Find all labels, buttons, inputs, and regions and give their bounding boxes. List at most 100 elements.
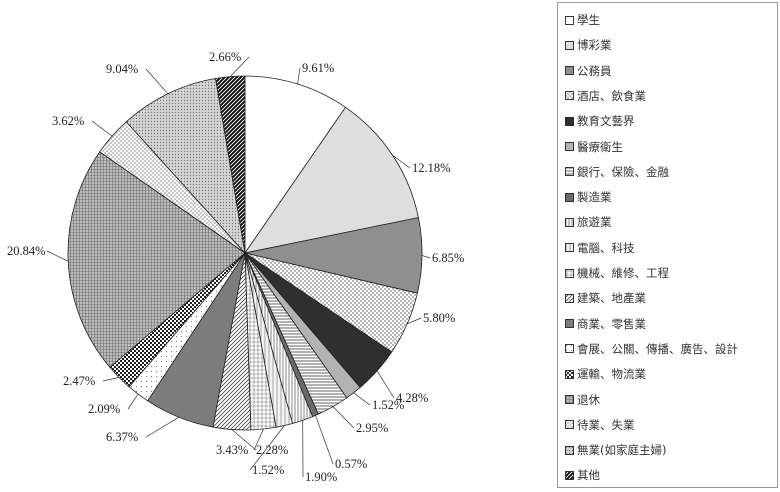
legend-item-6: 醫療衛生	[565, 138, 623, 156]
legend-label: 其他	[577, 468, 600, 483]
leader-line-2	[392, 155, 411, 169]
legend-swatch	[565, 66, 574, 76]
pie-slice-16	[67, 151, 246, 368]
legend-item-12: 建築、地產業	[565, 289, 646, 307]
leader-line-1	[297, 67, 301, 85]
legend-label: 建築、地產業	[577, 291, 646, 306]
legend-item-14: 會展、公關、傳播、廣告、設計	[565, 340, 738, 358]
legend-swatch	[565, 192, 574, 202]
legend-label: 教育文藝界	[577, 114, 635, 129]
leader-line-7	[332, 406, 355, 429]
pie-chart: 9.61%12.18%6.85%5.80%4.28%1.52%2.95%0.57…	[7, 50, 464, 484]
legend-label: 博彩業	[577, 38, 612, 53]
legend-item-16: 退休	[565, 391, 600, 409]
data-label-13: 6.37%	[106, 430, 138, 444]
legend-swatch	[565, 344, 574, 354]
legend-label: 無業(如家庭主婦)	[577, 443, 667, 458]
legend-swatch	[565, 217, 574, 227]
legend-label: 公務員	[577, 63, 612, 78]
legend-label: 機械、維修、工程	[577, 266, 669, 280]
leader-line-12	[231, 429, 257, 451]
legend-item-7: 銀行、保險、金融	[565, 163, 669, 181]
legend-item-17: 待業、失業	[565, 416, 635, 434]
leader-line-17	[91, 120, 113, 137]
data-label-14: 2.09%	[88, 402, 120, 416]
data-label-5: 4.28%	[396, 391, 428, 405]
data-label-6: 1.52%	[372, 398, 404, 412]
leader-line-6	[353, 392, 371, 406]
data-label-12: 3.43%	[216, 443, 248, 457]
leader-line-8	[315, 415, 334, 465]
legend-label: 酒店、飲食業	[577, 88, 646, 103]
legend-label: 運輸、物流業	[577, 367, 646, 382]
legend-item-11: 機械、維修、工程	[565, 264, 669, 282]
legend-swatch	[565, 369, 574, 379]
legend-label: 電腦、科技	[577, 240, 635, 255]
legend-label: 會展、公關、傳播、廣告、設計	[577, 341, 738, 356]
legend-item-5: 教育文藝界	[565, 112, 635, 130]
legend-swatch	[565, 243, 574, 253]
data-label-8: 0.57%	[335, 457, 367, 471]
pie-slice-2	[244, 106, 419, 254]
data-label-19: 2.66%	[209, 50, 241, 64]
leader-line-10	[249, 425, 285, 471]
legend-item-19: 其他	[565, 466, 600, 484]
data-label-1: 9.61%	[302, 61, 334, 75]
leader-line-3	[421, 255, 431, 259]
legend-item-13: 商業、零售業	[565, 315, 646, 333]
data-label-16: 20.84%	[7, 244, 46, 258]
leader-line-14	[127, 393, 139, 410]
legend-swatch	[565, 142, 574, 151]
legend-item-15: 運輸、物流業	[565, 365, 646, 383]
legend-label: 退休	[577, 392, 600, 407]
legend-swatch	[565, 167, 574, 177]
leader-line-13	[145, 416, 180, 438]
legend-item-1: 學生	[565, 11, 600, 29]
legend-swatch	[565, 470, 574, 480]
legend-item-9: 旅遊業	[565, 213, 612, 231]
pie-slice-1	[244, 75, 347, 255]
pie-slice-18	[125, 78, 246, 255]
legend-swatch	[565, 15, 574, 25]
legend-swatch	[565, 116, 574, 126]
legend-swatch	[565, 91, 574, 101]
leader-line-18	[145, 68, 169, 94]
legend-item-18: 無業(如家庭主婦)	[565, 441, 666, 459]
legend-label: 醫療衛生	[577, 139, 623, 154]
legend-swatch	[565, 319, 574, 329]
leader-line-5	[376, 370, 395, 399]
legend-item-2: 博彩業	[565, 36, 612, 54]
data-label-9: 1.90%	[305, 470, 337, 484]
legend-label: 銀行、保險、金融	[577, 164, 669, 179]
data-label-7: 2.95%	[356, 421, 388, 435]
legend-label: 旅遊業	[577, 215, 612, 230]
leader-line-15	[102, 377, 120, 382]
legend-item-8: 製造業	[565, 188, 612, 206]
legend-item-4: 酒店、飲食業	[565, 87, 646, 105]
data-label-18: 9.04%	[106, 62, 138, 76]
data-label-4: 5.80%	[423, 311, 455, 325]
data-label-17: 3.62%	[52, 114, 84, 128]
legend: 學生博彩業公務員酒店、飲食業 教育文藝界醫療衛生銀行、保險、金融 製造業旅遊業電腦、…	[557, 2, 778, 488]
legend-label: 學生	[577, 13, 600, 27]
data-label-11: 2.28%	[256, 443, 288, 457]
legend-swatch	[565, 395, 574, 404]
legend-swatch	[565, 293, 574, 303]
data-label-2: 12.18%	[412, 161, 451, 175]
data-label-10: 1.52%	[252, 463, 284, 477]
legend-swatch	[565, 268, 574, 278]
legend-label: 商業、零售業	[577, 316, 646, 331]
legend-label: 待業、失業	[577, 417, 635, 432]
legend-label: 製造業	[577, 190, 612, 205]
leader-line-4	[407, 317, 422, 325]
legend-item-10: 電腦、科技	[565, 239, 635, 257]
legend-swatch	[565, 40, 574, 50]
leader-line-16	[46, 250, 69, 262]
legend-swatch	[565, 420, 574, 430]
data-label-15: 2.47%	[63, 374, 95, 388]
data-label-3: 6.85%	[432, 251, 464, 265]
legend-item-3: 公務員	[565, 62, 612, 80]
leader-line-11	[253, 428, 264, 451]
legend-swatch	[565, 445, 574, 455]
leader-line-19	[229, 56, 250, 77]
